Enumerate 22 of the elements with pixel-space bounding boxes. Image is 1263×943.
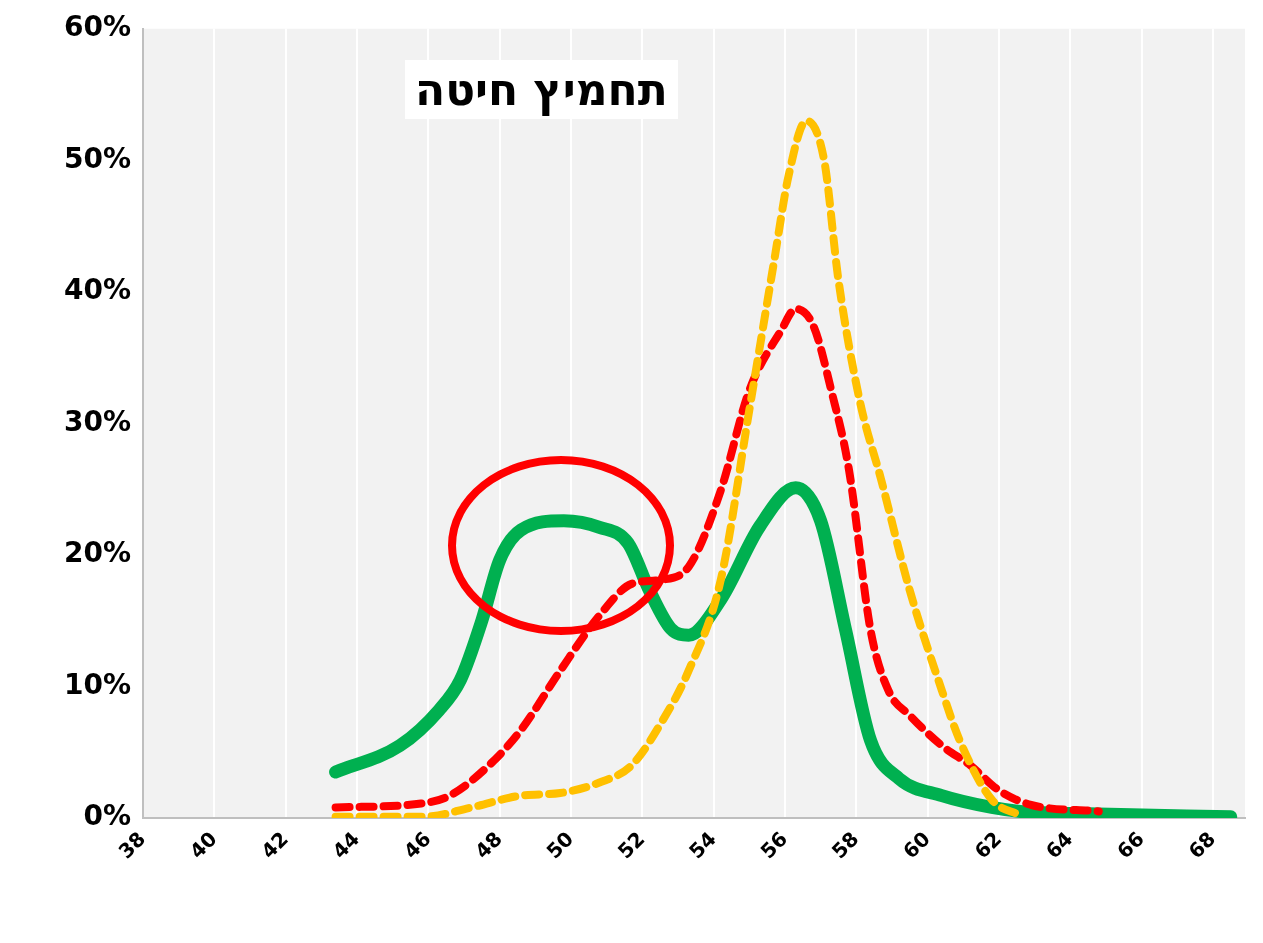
x-tick-label: 62 xyxy=(969,826,1007,864)
x-tick-label: 46 xyxy=(398,826,436,864)
x-tick-label: 54 xyxy=(684,826,721,864)
x-tick-label: 40 xyxy=(184,826,222,864)
x-tick-label: 56 xyxy=(755,826,793,864)
y-tick-label: 40% xyxy=(63,273,131,307)
x-tick-label: 50 xyxy=(541,826,579,864)
annotation: תחמיץ חיטה xyxy=(405,60,678,119)
x-tick-label: 68 xyxy=(1183,826,1221,864)
y-tick-label: 30% xyxy=(63,404,131,438)
y-tick-label: 10% xyxy=(63,667,131,701)
x-tick-label: 60 xyxy=(898,826,935,864)
y-tick-label: 50% xyxy=(63,141,131,175)
x-tick-label: 64 xyxy=(1040,826,1078,864)
y-tick-label: 60% xyxy=(63,10,131,44)
x-tick-label: 52 xyxy=(612,826,650,864)
x-tick-label: 66 xyxy=(1112,826,1149,864)
x-tick-label: 48 xyxy=(470,826,507,864)
x-tick-label: 44 xyxy=(327,826,365,864)
y-tick-label: 20% xyxy=(63,536,131,570)
x-tick-label: 42 xyxy=(256,826,293,864)
x-tick-label: 58 xyxy=(826,826,864,864)
